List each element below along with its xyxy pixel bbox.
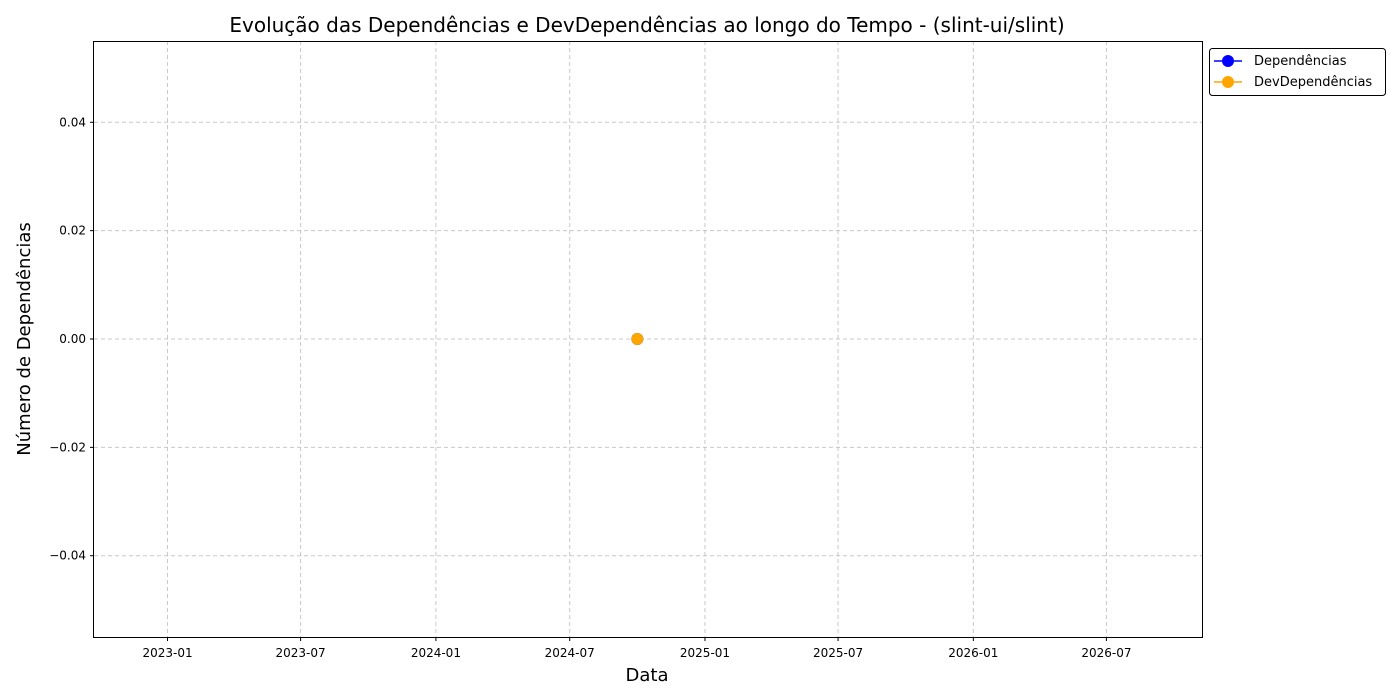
x-axis-label: Data xyxy=(626,665,669,686)
grid xyxy=(94,41,1202,637)
x-tick-label: 2023-01 xyxy=(142,646,192,660)
x-axis: 2023-01 2023-07 2024-01 2024-07 2025-01 2025-… xyxy=(142,637,1131,660)
legend-marker-devdependencias xyxy=(1222,76,1234,88)
y-tick-label: −0.04 xyxy=(49,549,86,563)
x-tick-label: 2025-01 xyxy=(680,646,730,660)
legend-label-dependencias: Dependências xyxy=(1254,54,1347,69)
y-tick-label: 0.02 xyxy=(59,224,86,238)
legend: Dependências DevDependências xyxy=(1209,48,1386,96)
y-axis: −0.04 −0.02 0.00 0.02 0.04 xyxy=(49,115,94,563)
y-tick-label: 0.00 xyxy=(59,332,86,346)
legend-marker-dependencias xyxy=(1222,55,1234,67)
y-axis-label: Número de Dependências xyxy=(14,222,35,456)
series-layer xyxy=(631,333,644,345)
x-tick-label: 2026-07 xyxy=(1081,646,1131,660)
y-tick-label: −0.02 xyxy=(49,440,86,454)
legend-label-devdependencias: DevDependências xyxy=(1254,75,1372,90)
x-tick-label: 2024-07 xyxy=(545,646,595,660)
x-tick-label: 2025-07 xyxy=(813,646,863,660)
data-point-devdependencias xyxy=(631,333,644,345)
x-tick-label: 2023-07 xyxy=(276,646,326,660)
y-tick-label: 0.04 xyxy=(59,115,86,129)
legend-frame xyxy=(1209,48,1386,96)
x-tick-label: 2024-01 xyxy=(411,646,461,660)
x-tick-label: 2026-01 xyxy=(948,646,998,660)
chart-title: Evolução das Dependências e DevDependênc… xyxy=(229,13,1064,37)
